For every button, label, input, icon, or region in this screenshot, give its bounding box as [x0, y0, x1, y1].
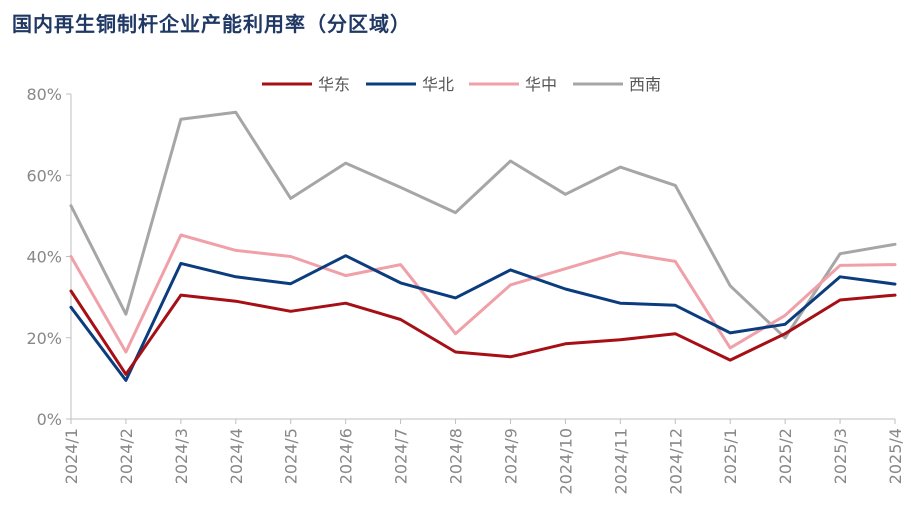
legend: 华东 华北 华中 西南 [262, 75, 661, 94]
x-tick-label: 2024/9 [501, 428, 520, 484]
legend-label: 华中 [525, 75, 557, 94]
y-tick-label: 40% [26, 248, 62, 267]
series-lines [69, 110, 897, 382]
legend-item: 华东 [262, 75, 350, 94]
y-tick-label: 0% [37, 410, 62, 429]
x-tick-label: 2024/5 [282, 428, 301, 484]
x-tick-label: 2024/12 [666, 428, 685, 494]
axes: 0% 20% 40% 60% 80% 2024/1 2024/2 2024/3 2024/4 20… [26, 85, 905, 494]
x-tick-label: 2024/11 [611, 428, 630, 494]
series-line [69, 289, 897, 376]
x-tick-label: 2024/8 [447, 428, 466, 484]
x-tick-label: 2024/3 [172, 428, 191, 484]
legend-label: 华北 [422, 75, 454, 94]
legend-item: 西南 [573, 75, 661, 94]
chart-title: 国内再生铜制杆企业产能利用率（分区域） [12, 12, 411, 36]
x-tick-label: 2025/3 [831, 428, 850, 484]
x-tick-label: 2025/4 [886, 428, 905, 484]
x-tick-label: 2024/10 [556, 428, 575, 494]
x-tick-label: 2025/2 [776, 428, 795, 484]
series-line [69, 233, 897, 354]
y-tick-label: 80% [26, 85, 62, 104]
legend-label: 西南 [629, 75, 661, 94]
x-tick-label: 2024/7 [392, 428, 411, 484]
legend-item: 华北 [366, 75, 454, 94]
x-tick-label: 2024/1 [62, 428, 81, 484]
series-line [69, 254, 897, 382]
y-tick-label: 20% [26, 329, 62, 348]
legend-label: 华东 [318, 75, 350, 94]
legend-item: 华中 [469, 75, 557, 94]
x-tick-label: 2025/1 [721, 428, 740, 484]
series-line [69, 110, 897, 340]
x-tick-label: 2024/2 [117, 428, 136, 484]
y-tick-label: 60% [26, 166, 62, 185]
x-tick-label: 2024/4 [227, 428, 246, 484]
x-tick-label: 2024/6 [337, 428, 356, 484]
